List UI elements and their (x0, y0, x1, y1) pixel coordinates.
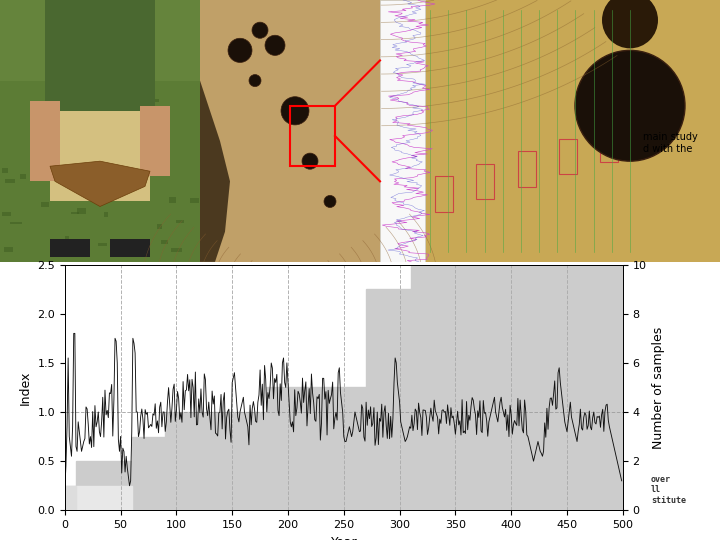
Bar (41, 147, 44, 151)
Polygon shape (50, 161, 150, 206)
Bar (50, 239, 90, 257)
Bar (10, 222, 22, 224)
Circle shape (324, 195, 336, 207)
Bar (161, 240, 168, 244)
Bar (50, 80, 150, 201)
Bar (104, 212, 108, 217)
Bar (45, 0, 155, 111)
Bar (63, 183, 68, 186)
Bar (98, 243, 107, 246)
Bar (140, 106, 170, 176)
Bar (64, 80, 75, 84)
Bar (123, 160, 126, 164)
Bar (176, 220, 184, 223)
Bar (140, 89, 148, 94)
Bar (82, 133, 89, 138)
Bar (5, 179, 15, 183)
X-axis label: Year: Year (330, 536, 357, 540)
Bar (71, 156, 81, 160)
Bar (435, 176, 453, 212)
Circle shape (228, 38, 252, 63)
Polygon shape (65, 486, 76, 510)
Bar (42, 110, 53, 112)
Bar (71, 212, 79, 214)
Bar (32, 144, 38, 146)
Bar (1, 212, 11, 215)
Text: over
ll
stitute: over ll stitute (651, 475, 686, 505)
Bar (4, 247, 13, 252)
Bar (518, 151, 536, 187)
Bar (168, 197, 176, 202)
Text: main study
d with the: main study d with the (643, 132, 698, 154)
Bar (130, 252, 138, 254)
Bar (110, 239, 150, 257)
Bar (0, 0, 200, 80)
Bar (600, 126, 618, 161)
Bar (290, 106, 335, 166)
Bar (2, 168, 8, 173)
Bar (78, 208, 86, 214)
Bar (102, 131, 109, 133)
Bar (33, 102, 45, 105)
Y-axis label: Number of samples: Number of samples (652, 326, 665, 449)
Bar (157, 224, 162, 229)
Bar (101, 135, 110, 139)
Bar (20, 173, 27, 179)
Bar (30, 101, 60, 181)
Bar (148, 98, 160, 102)
Bar (41, 202, 50, 207)
Polygon shape (200, 80, 230, 262)
Y-axis label: Index: Index (19, 370, 32, 404)
Bar (112, 163, 117, 169)
Circle shape (265, 35, 285, 56)
Circle shape (249, 75, 261, 86)
Polygon shape (65, 265, 623, 510)
Bar (380, 0, 720, 262)
Bar (559, 139, 577, 174)
Circle shape (281, 97, 309, 125)
Circle shape (252, 22, 268, 38)
Bar (81, 87, 88, 90)
Bar (153, 162, 161, 166)
Bar (171, 248, 182, 252)
Polygon shape (76, 486, 132, 510)
Bar (65, 236, 69, 239)
Bar (0, 0, 200, 262)
Bar (200, 0, 380, 262)
Bar (128, 246, 136, 248)
Bar (124, 193, 127, 198)
Bar (189, 198, 199, 203)
Bar (380, 0, 425, 262)
Circle shape (302, 153, 318, 169)
Bar (120, 78, 125, 84)
Circle shape (575, 50, 685, 161)
Circle shape (602, 0, 658, 49)
Bar (476, 164, 494, 199)
Bar (134, 92, 143, 94)
Bar (128, 155, 138, 157)
